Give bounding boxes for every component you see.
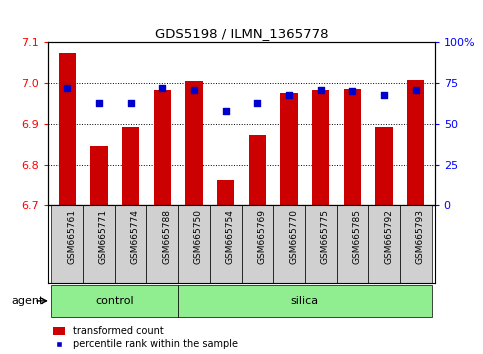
Text: GSM665785: GSM665785	[353, 209, 361, 264]
Bar	[146, 205, 178, 283]
Text: silica: silica	[291, 296, 319, 306]
Point	[380, 92, 388, 97]
Point	[285, 92, 293, 97]
Text: GSM665774: GSM665774	[130, 209, 140, 264]
Bar	[375, 127, 393, 205]
Bar	[154, 90, 171, 205]
Legend: transformed count, percentile rank within the sample: transformed count, percentile rank withi…	[53, 326, 238, 349]
Bar	[368, 205, 400, 283]
Bar	[280, 93, 298, 205]
Text: GSM665793: GSM665793	[416, 209, 425, 264]
Text: GSM665775: GSM665775	[321, 209, 330, 264]
Point	[127, 100, 134, 105]
Text: control: control	[96, 296, 134, 306]
Point	[95, 100, 103, 105]
Text: agent: agent	[11, 296, 43, 306]
Point	[190, 87, 198, 92]
Text: GSM665769: GSM665769	[257, 209, 266, 264]
Bar	[210, 205, 242, 283]
Bar	[217, 180, 234, 205]
Bar	[242, 205, 273, 283]
Bar	[185, 81, 203, 205]
Point	[349, 88, 356, 94]
Bar	[312, 90, 329, 205]
Point	[412, 87, 420, 92]
Bar	[52, 205, 83, 283]
Bar	[90, 146, 108, 205]
Bar	[178, 285, 431, 317]
Text: GSM665770: GSM665770	[289, 209, 298, 264]
Bar	[249, 135, 266, 205]
Bar	[400, 205, 431, 283]
Bar	[115, 205, 146, 283]
Bar	[337, 205, 368, 283]
Bar	[178, 205, 210, 283]
Text: GSM665754: GSM665754	[226, 209, 235, 264]
Point	[63, 85, 71, 91]
Bar	[122, 127, 140, 205]
Text: GSM665792: GSM665792	[384, 209, 393, 264]
Point	[222, 108, 229, 114]
Text: GSM665788: GSM665788	[162, 209, 171, 264]
Bar	[83, 205, 115, 283]
Point	[254, 100, 261, 105]
Bar	[52, 285, 178, 317]
Bar	[343, 89, 361, 205]
Bar	[273, 205, 305, 283]
Title: GDS5198 / ILMN_1365778: GDS5198 / ILMN_1365778	[155, 27, 328, 40]
Bar	[407, 80, 425, 205]
Text: GSM665771: GSM665771	[99, 209, 108, 264]
Bar	[58, 53, 76, 205]
Point	[158, 85, 166, 91]
Point	[317, 87, 325, 92]
Text: GSM665761: GSM665761	[67, 209, 76, 264]
Text: GSM665750: GSM665750	[194, 209, 203, 264]
Bar	[305, 205, 337, 283]
